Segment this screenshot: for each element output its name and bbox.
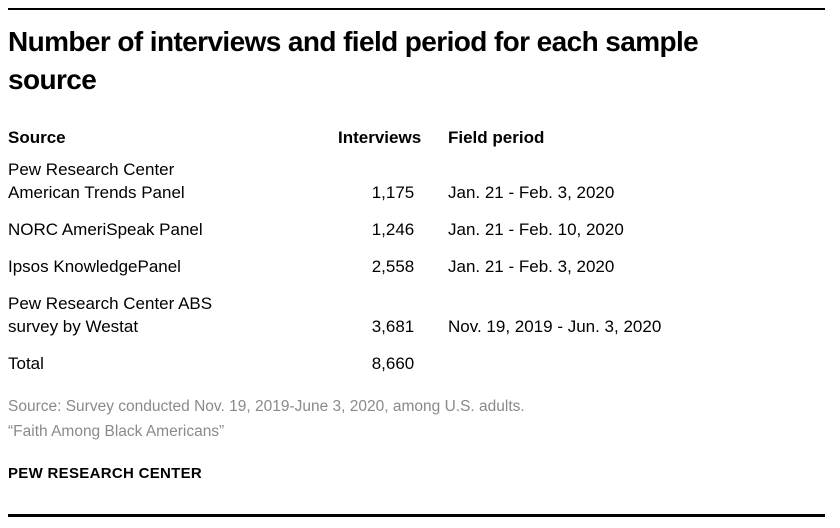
table-row: Pew Research Center American Trends Pane… (8, 150, 798, 204)
table-row: NORC AmeriSpeak Panel 1,246 Jan. 21 - Fe… (8, 204, 798, 241)
cell-period: Jan. 21 - Feb. 3, 2020 (448, 183, 615, 202)
cell-source: Ipsos KnowledgePanel (8, 257, 181, 276)
report-citation: “Faith Among Black Americans” (8, 423, 225, 440)
cell-source: Pew Research Center American Trends Pane… (8, 160, 185, 202)
bottom-rule (8, 514, 825, 517)
cell-interviews: 1,246 (371, 220, 415, 239)
table-header-row: Source Interviews Field period (8, 126, 798, 150)
cell-interviews: 1,175 (371, 183, 415, 202)
cell-interviews: 3,681 (371, 317, 415, 336)
cell-interviews: 2,558 (371, 257, 415, 276)
cell-period: Nov. 19, 2019 - Jun. 3, 2020 (448, 317, 662, 336)
cell-source: NORC AmeriSpeak Panel (8, 220, 203, 239)
top-rule (8, 8, 825, 10)
column-header-interviews: Interviews (338, 128, 422, 147)
table-row: Ipsos KnowledgePanel 2,558 Jan. 21 - Feb… (8, 241, 798, 278)
branding-label: PEW RESEARCH CENTER (8, 465, 203, 482)
figure-title: Number of interviews and field period fo… (8, 26, 699, 95)
cell-period: Jan. 21 - Feb. 10, 2020 (448, 220, 624, 239)
table-row: Pew Research Center ABS survey by Westat… (8, 278, 798, 338)
source-note: Source: Survey conducted Nov. 19, 2019-J… (8, 398, 525, 415)
column-header-source: Source (8, 128, 66, 147)
column-header-period: Field period (448, 128, 545, 147)
cell-period: Jan. 21 - Feb. 3, 2020 (448, 257, 615, 276)
cell-source: Total (8, 354, 44, 373)
sample-source-table: Source Interviews Field period Pew Resea… (8, 126, 798, 375)
cell-interviews: 8,660 (371, 354, 415, 373)
cell-source: Pew Research Center ABS survey by Westat (8, 294, 213, 336)
cell-period (448, 338, 798, 375)
footnotes: Source: Survey conducted Nov. 19, 2019-J… (8, 394, 525, 444)
table-row-total: Total 8,660 (8, 338, 798, 375)
